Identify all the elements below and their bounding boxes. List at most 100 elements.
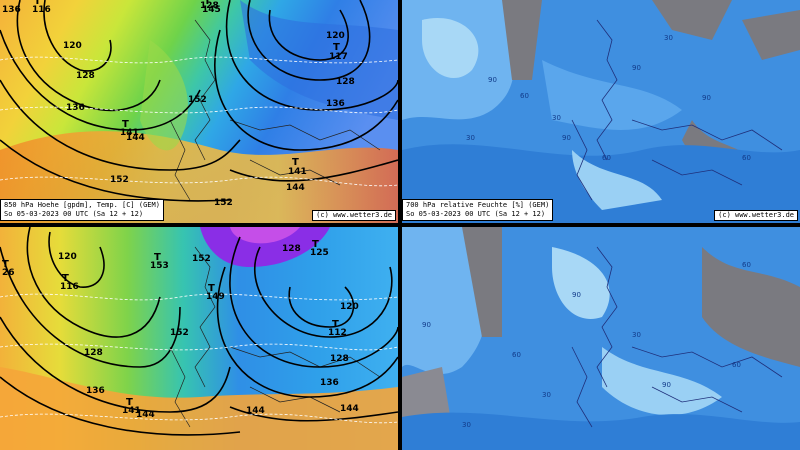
pressure-center-value: 112 [328,328,347,338]
extreme-cold-core [230,227,300,244]
rh-label: 60 [512,351,521,359]
pressure-center-low: T 141 [120,119,139,138]
saturated-band [462,227,502,337]
pressure-center-symbol: T [62,273,69,284]
rh-label: 60 [742,154,751,162]
iso-label: 144 [340,404,359,414]
saturated-band [652,0,732,40]
rh-label: 90 [702,94,711,102]
rh-label: 90 [562,134,571,142]
rh-label: 90 [662,381,671,389]
height-contours [0,227,398,436]
iso-label: 144 [136,410,155,420]
pressure-center-symbol: T [312,239,319,250]
rh-label: 30 [632,331,641,339]
rh-label: 90 [632,64,641,72]
iso-label: 128 [282,244,301,254]
pressure-center-symbol: T [34,0,41,7]
iso-label: 152 [170,328,189,338]
map-caption: 700 hPa relative Feuchte [%] (GEM) So 05… [402,199,554,221]
humidity-map: 90 60 30 90 30 60 90 30 60 [402,227,800,450]
pressure-center-low: T 116 [32,0,51,15]
iso-label: 144 [286,183,305,193]
saturated-band [702,247,800,367]
iso-label: 152 [188,95,207,105]
pressure-center-low: T 116 [60,273,79,292]
saturated-band [742,10,800,60]
pressure-center-symbol: T [2,259,9,270]
map-caption-time: So 05-03-2023 00 UTC (Sa 12 + 12) [406,210,546,218]
rh-label: 30 [542,391,551,399]
rh-label: 30 [552,114,561,122]
iso-label: 120 [63,41,82,51]
pressure-center-symbol: T [122,119,129,130]
pressure-center-symbol: T [154,252,161,263]
map-caption: 850 hPa Hoehe [gpdm], Temp. [C] (GEM) So… [0,199,164,221]
pressure-center-value: 141 [120,128,139,138]
iso-label: 152 [214,198,233,208]
very-moist-region [422,18,479,79]
saturated-band [502,0,542,80]
pressure-center-value: 117 [329,52,348,62]
coastlines [571,246,783,428]
rh-label: 90 [572,291,581,299]
iso-label: 120 [326,31,345,41]
iso-label: 136 [86,386,105,396]
iso-label: 128 [200,1,219,11]
rh-label: 60 [602,154,611,162]
map-caption-title: 850 hPa Hoehe [gpdm], Temp. [C] (GEM) [4,201,160,209]
coastlines [169,246,381,428]
moist-region [572,150,662,210]
moist-region [542,60,682,130]
iso-label: 136 [2,5,21,15]
rh-label: 60 [742,261,751,269]
warm-air-band [0,367,398,450]
iso-label: 152 [110,175,129,185]
pressure-center-symbol: T [208,283,215,294]
panel-700hpa-humidity-top: 90 60 30 90 60 30 90 30 60 90 700 hPa re… [402,0,800,223]
mild-air-tongue [140,40,189,151]
pressure-center-low: T 112 [328,319,347,338]
isotherms [0,293,398,424]
temperature-map: 120 128 136 144 152 128 120 128 136 144 … [0,227,398,450]
rh-label: 60 [732,361,741,369]
iso-label: 136 [326,99,345,109]
pressure-center-symbol: T [333,42,340,53]
pressure-center-low: T 117 [329,42,348,62]
iso-label: 128 [330,354,349,364]
panel-700hpa-humidity-bottom: 90 60 30 90 30 60 90 30 60 [402,227,800,450]
height-contours [0,0,398,202]
pressure-center-value: 149 [206,292,225,302]
rh-label: 30 [664,34,673,42]
panel-850hpa-temperature-top: 136 120 128 136 144 152 152 152 120 128 … [0,0,398,223]
moist-region [602,347,722,416]
iso-label: 120 [340,302,359,312]
coastlines [571,19,783,201]
iso-label: 128 [76,71,95,81]
very-moist-region [552,247,610,319]
iso-label: 136 [320,378,339,388]
pressure-center-value: 141 [122,406,141,416]
temperature-map: 136 120 128 136 144 152 152 152 120 128 … [0,0,398,223]
pressure-center-value: 141 [288,167,307,177]
pressure-center-value: 26 [2,268,15,278]
copyright-label: (c) www.wetter3.de [714,210,798,221]
pressure-center-low: T 145 [202,0,221,15]
pressure-center-symbol: T [204,0,211,7]
pressure-center-low: T 141 [122,397,141,416]
pressure-center-low: T 26 [2,259,15,278]
iso-label: 144 [246,406,265,416]
iso-label: 128 [84,348,103,358]
pressure-center-low: T 125 [310,239,329,258]
pressure-center-low: T 141 [288,157,307,177]
copyright-label: (c) www.wetter3.de [312,210,396,221]
pressure-center-value: 116 [32,5,51,15]
map-caption-title: 700 hPa relative Feuchte [%] (GEM) [406,201,550,209]
iso-label: 144 [126,133,145,143]
humidity-map: 90 60 30 90 60 30 90 30 60 90 [402,0,800,223]
iso-label: 128 [336,77,355,87]
rh-label: 30 [466,134,475,142]
map-caption-time: So 05-03-2023 00 UTC (Sa 12 + 12) [4,210,144,218]
pressure-center-symbol: T [126,397,133,408]
rh-label: 60 [520,92,529,100]
